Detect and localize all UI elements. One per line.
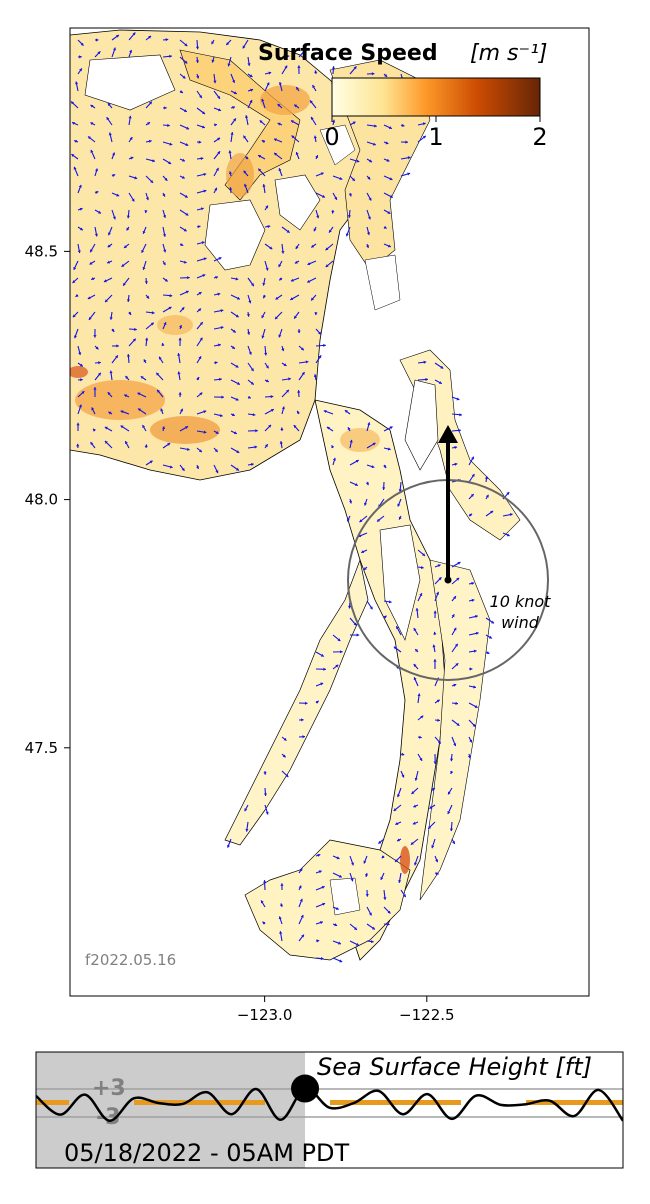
tide-timestamp: 05/18/2022 - 05AM PDT xyxy=(64,1139,349,1167)
tide-ytick-plus3: +3 xyxy=(92,1076,126,1101)
wind-label-line2: wind xyxy=(501,613,540,632)
x-tick-label: −122.5 xyxy=(399,1006,455,1024)
speed-hotspot xyxy=(68,366,88,378)
speed-hotspot xyxy=(260,85,310,115)
tide-title: Sea Surface Height [ft] xyxy=(317,1053,592,1081)
y-tick-label: 48.0 xyxy=(25,491,58,509)
speed-hotspot xyxy=(150,416,220,444)
y-tick-label: 47.5 xyxy=(25,739,58,757)
colorbar-tick-label: 1 xyxy=(428,123,443,151)
wind-label-line1: 10 knot xyxy=(490,592,552,611)
run-label: f2022.05.16 xyxy=(85,951,176,969)
colorbar-gradient xyxy=(332,78,540,116)
tide-panel: +3 -3 Sea Surface Height [ft] 05/18/2022… xyxy=(36,1052,623,1168)
speed-hotspot xyxy=(75,380,165,420)
wind-arrow-origin xyxy=(445,577,452,584)
y-tick-label: 48.5 xyxy=(25,242,58,260)
colorbar-tick-label: 0 xyxy=(324,123,339,151)
tide-current-marker xyxy=(291,1075,319,1103)
colorbar-units: [m s⁻¹] xyxy=(470,41,547,66)
speed-hotspot xyxy=(400,846,410,874)
island xyxy=(330,878,360,915)
speed-hotspot xyxy=(340,428,380,452)
colorbar-title: Surface Speed xyxy=(258,41,438,66)
x-tick-label: −123.0 xyxy=(237,1006,293,1024)
colorbar-tick-label: 2 xyxy=(532,123,547,151)
speed-hotspot xyxy=(157,315,193,335)
